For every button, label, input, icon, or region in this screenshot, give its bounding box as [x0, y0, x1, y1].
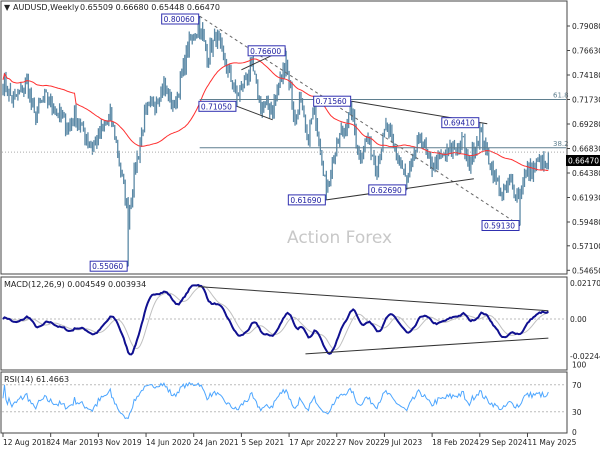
- x-tick-label: 5 Sep 2021: [241, 438, 284, 447]
- fib-level-label: 61.8: [553, 92, 569, 100]
- trendline: [236, 105, 273, 121]
- swing-label: 0.62690: [371, 186, 402, 195]
- fib-level-label: 38.2: [553, 140, 569, 148]
- rsi-tick-label: 30: [572, 408, 582, 417]
- rsi-frame: [0, 371, 568, 434]
- macd-tick-label: 0.00: [570, 315, 587, 324]
- y-tick-label: 0.66830: [572, 145, 600, 154]
- rsi-line: [2, 381, 549, 420]
- current-price: 0.66470: [568, 157, 599, 166]
- rsi-panel: [2, 381, 549, 420]
- x-tick-label: 12 Aug 2018: [3, 438, 51, 447]
- swing-label-box: [247, 45, 286, 57]
- rsi-tick-label: 70: [572, 381, 582, 390]
- grid-layer: [2, 318, 566, 413]
- x-tick-label: 24 Jan 2021: [194, 438, 239, 447]
- macd-tick-label: 0.021701: [570, 279, 600, 288]
- swing-label: 0.69410: [444, 119, 475, 128]
- swing-label: 0.80060: [164, 15, 195, 24]
- trendline: [199, 15, 521, 226]
- swing-label: 0.76600: [250, 47, 281, 56]
- x-tick-label: 29 Sep 2024: [480, 438, 528, 447]
- rsi-title: RSI(14) 61.4663: [4, 375, 69, 384]
- macd-line: [2, 283, 550, 356]
- swing-label-box: [481, 220, 520, 231]
- macd-frame: [0, 276, 568, 371]
- y-tick-label: 0.71730: [572, 96, 600, 105]
- current-price-box: [566, 155, 600, 166]
- x-tick-label: 3 Nov 2019: [98, 438, 141, 447]
- swing-label-box: [287, 194, 326, 206]
- y-tick-label: 0.79080: [572, 22, 600, 31]
- swing-label-box: [89, 260, 128, 272]
- macd-signal-line: [2, 285, 549, 351]
- swing-label-box: [161, 13, 200, 25]
- main-frame: [0, 0, 568, 275]
- macd-panel: [2, 283, 550, 356]
- ohlc-readout: 0.65509 0.66680 0.65448 0.66470: [80, 3, 220, 12]
- x-tick-label: 11 May 2025: [527, 438, 576, 447]
- macd-trendline: [198, 286, 549, 312]
- y-tick-label: 0.61930: [572, 194, 600, 203]
- y-tick-label: 0.57100: [572, 242, 600, 251]
- rsi-tick-label: 100: [572, 361, 587, 370]
- swing-label: 0.55060: [92, 262, 123, 271]
- swing-label-box: [313, 95, 352, 107]
- main-panel: 61.8 38.2 0.55060 0.80060 0.71050 0.76600 0.61…: [2, 13, 569, 272]
- collapse-caret-icon[interactable]: ▼: [4, 3, 11, 12]
- y-tick-label: 0.64380: [572, 169, 600, 178]
- macd-trendline: [305, 337, 549, 355]
- swing-label-box: [198, 100, 237, 112]
- y-tick-label: 0.76630: [572, 47, 600, 56]
- x-tick-label: 24 Mar 2019: [51, 438, 99, 447]
- y-tick-label: 0.69280: [572, 120, 600, 129]
- swing-label: 0.61690: [290, 196, 321, 205]
- watermark: Action Forex: [287, 228, 392, 248]
- x-tick-label: 9 Jul 2023: [384, 438, 422, 447]
- chart-title: AUDUSD,Weekly: [13, 3, 79, 12]
- macd-title: MACD(12,26,9) 0.004549 0.003934: [4, 280, 146, 289]
- x-tick-label: 14 Jun 2020: [146, 438, 191, 447]
- axes: 0.79080 0.76630 0.74180 0.71730 0.69280 0.668…: [2, 22, 600, 447]
- moving-average-line: [2, 58, 549, 171]
- x-tick-label: 18 Feb 2024: [432, 438, 479, 447]
- swing-label-box: [368, 184, 407, 196]
- y-tick-label: 0.54650: [572, 266, 600, 275]
- swing-label-box: [441, 117, 480, 129]
- swing-label: 0.59130: [484, 222, 515, 231]
- x-tick-label: 27 Nov 2022: [337, 438, 385, 447]
- rsi-tick-label: 0: [572, 428, 577, 437]
- y-tick-label: 0.74180: [572, 71, 600, 80]
- swing-label: 0.71050: [201, 102, 232, 111]
- y-tick-label: 0.59480: [572, 218, 600, 227]
- x-tick-label: 17 Apr 2022: [289, 438, 336, 447]
- macd-tick-label: -0.022445: [570, 352, 600, 361]
- swing-label: 0.71560: [316, 97, 347, 106]
